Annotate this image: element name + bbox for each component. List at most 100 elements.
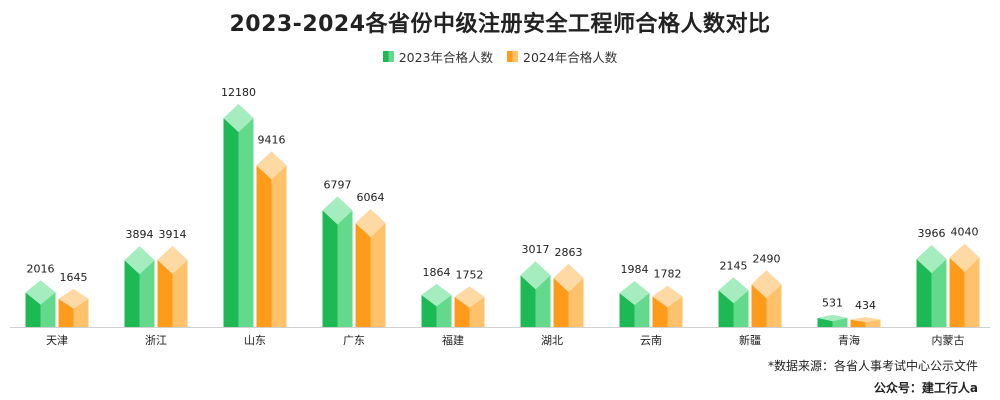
bar-2023-3 — [322, 196, 353, 327]
bar-left-face — [553, 277, 569, 327]
category-label: 天津 — [46, 334, 68, 347]
bar-right-face — [271, 165, 287, 327]
bar-right-face — [139, 260, 155, 327]
bar-2024-9 — [949, 243, 980, 327]
bar-right-face — [766, 284, 782, 327]
bar-top-face — [25, 280, 56, 305]
bar-left-face — [256, 165, 272, 327]
data-label: 3894 — [126, 228, 154, 241]
bar-left-face — [25, 292, 41, 327]
category-label: 新疆 — [739, 333, 761, 347]
bar-right-face — [535, 275, 551, 327]
data-label: 2145 — [720, 259, 748, 272]
bar-2024-4 — [454, 286, 485, 327]
bar-left-face — [322, 210, 338, 327]
bar-left-face — [355, 222, 371, 327]
bar-2024-6 — [652, 285, 683, 327]
bar-left-face — [817, 317, 833, 327]
bar-2024-5 — [553, 263, 584, 327]
data-label: 9416 — [258, 133, 286, 146]
bar-top-face — [124, 246, 155, 275]
bar-top-face — [157, 245, 188, 274]
data-label: 2490 — [753, 252, 781, 265]
data-label: 1984 — [621, 263, 649, 276]
legend-swatch-2023 — [382, 51, 394, 62]
data-label: 434 — [855, 299, 876, 312]
data-label: 1864 — [423, 266, 451, 279]
bar-right-face — [172, 259, 188, 327]
bar-2024-8 — [850, 316, 881, 327]
account-note: 公众号：建工行人a — [873, 381, 978, 395]
bar-top-face — [355, 208, 386, 237]
data-label: 3914 — [159, 228, 187, 241]
bar-top-face — [58, 288, 89, 309]
bar-left-face — [949, 257, 965, 327]
bar-2023-0 — [25, 280, 56, 327]
bar-2024-7 — [751, 270, 782, 327]
data-label: 12180 — [221, 86, 256, 99]
bar-left-face — [718, 290, 734, 327]
bar-right-face — [832, 317, 848, 327]
data-source-note: *数据来源：各省人事考试中心公示文件 — [767, 359, 978, 373]
bar-right-face — [931, 258, 947, 327]
bar-2023-1 — [124, 246, 155, 327]
legend-label-2024: 2024年合格人数 — [523, 50, 618, 65]
legend-label-2023: 2023年合格人数 — [398, 50, 493, 65]
bar-top-face — [718, 277, 749, 304]
bar-left-face — [421, 295, 437, 327]
bar-right-face — [964, 257, 980, 327]
bar-2024-0 — [58, 288, 89, 327]
category-label: 广东 — [343, 334, 365, 347]
data-label: 2016 — [27, 262, 55, 275]
bar-top-face — [916, 244, 947, 273]
bar-2023-4 — [421, 283, 452, 327]
bar-left-face — [223, 118, 239, 327]
category-label: 浙江 — [145, 334, 167, 347]
bar-2023-8 — [817, 314, 848, 327]
bar-left-face — [652, 296, 668, 327]
bar-top-face — [421, 283, 452, 307]
chart-title: 2023-2024各省份中级注册安全工程师合格人数对比 — [229, 12, 771, 37]
legend-swatch-2024 — [507, 51, 518, 62]
legend-item-2024: 2024年合格人数 — [507, 47, 617, 66]
data-label: 1752 — [456, 268, 484, 281]
bar-top-face — [256, 151, 287, 180]
bar-top-face — [850, 316, 881, 323]
category-label: 福建 — [442, 333, 464, 347]
bar-left-face — [850, 319, 866, 327]
bar-right-face — [667, 296, 683, 327]
bar-2023-9 — [916, 244, 947, 327]
bar-left-face — [454, 296, 470, 327]
bar-left-face — [520, 275, 536, 327]
bar-top-face — [223, 104, 254, 132]
bar-top-face — [520, 261, 551, 290]
bar-left-face — [58, 298, 74, 327]
bar-right-face — [436, 295, 452, 327]
data-label: 4040 — [951, 226, 979, 239]
category-label: 湖北 — [541, 334, 563, 347]
bar-right-face — [40, 292, 56, 327]
data-label: 1645 — [60, 271, 88, 284]
bar-right-face — [469, 296, 485, 327]
data-label: 1782 — [654, 268, 682, 281]
legend-item-2023: 2023年合格人数 — [382, 47, 493, 66]
bar-top-face — [619, 281, 650, 305]
bar-right-face — [337, 210, 353, 327]
data-label: 6064 — [357, 191, 385, 204]
bar-left-face — [751, 284, 767, 327]
data-label: 2863 — [555, 246, 583, 259]
category-label: 云南 — [640, 334, 662, 347]
data-label: 6797 — [324, 178, 352, 191]
bar-2023-6 — [619, 281, 650, 327]
bar-top-face — [817, 314, 848, 322]
category-label: 内蒙古 — [932, 333, 965, 347]
data-label: 3017 — [522, 243, 550, 256]
bar-right-face — [73, 298, 89, 327]
bar-left-face — [916, 258, 932, 327]
bar-left-face — [157, 259, 173, 327]
category-label: 青海 — [838, 333, 860, 347]
bar-2023-7 — [718, 277, 749, 327]
bar-right-face — [568, 277, 584, 327]
bar-left-face — [619, 292, 635, 327]
